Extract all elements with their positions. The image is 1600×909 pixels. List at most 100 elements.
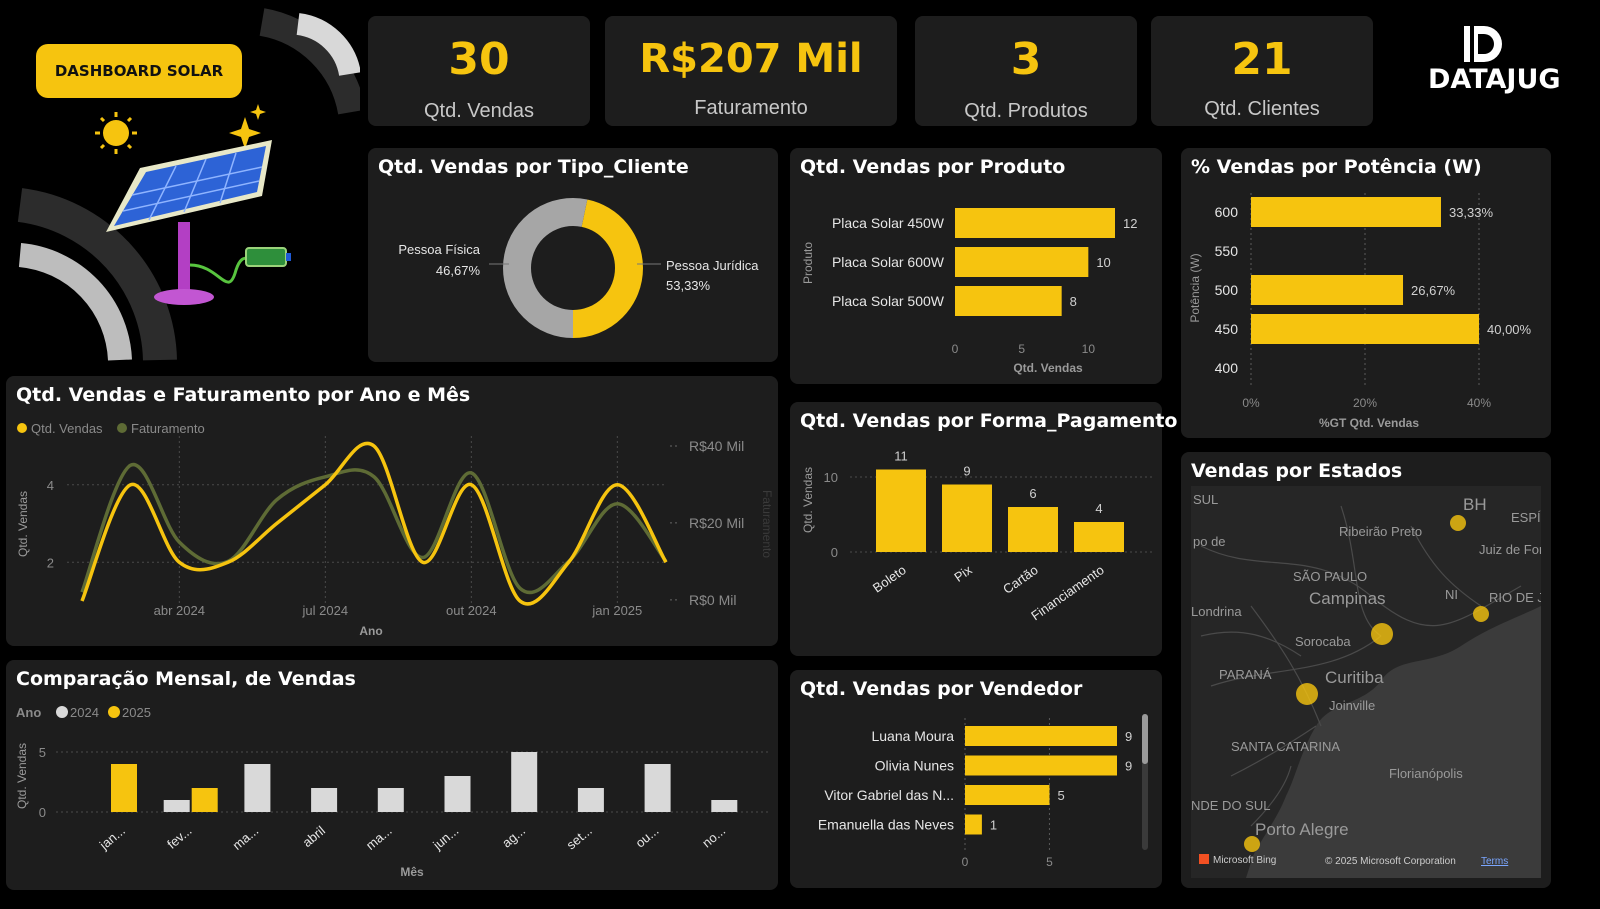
x-tick-label: jan 2025: [591, 603, 642, 618]
legend-title: Ano: [16, 705, 41, 720]
map-place-label: Sorocaba: [1295, 634, 1351, 649]
category-label: Placa Solar 600W: [832, 254, 945, 270]
decor-arc-top: [259, 8, 360, 115]
x-tick-label: Pix: [951, 562, 975, 585]
y-tick-label: 10: [824, 470, 838, 485]
x-tick-label: jan...: [96, 823, 128, 853]
category-label: 450: [1215, 321, 1239, 337]
bar: [577, 788, 604, 812]
slice-name-label: Pessoa Física: [398, 242, 480, 257]
kpi-card-produtos: 3 Qtd. Produtos: [915, 16, 1137, 126]
y-axis-title: Produto: [801, 242, 815, 284]
kpi-label: Faturamento: [694, 97, 808, 119]
category-label: Placa Solar 500W: [832, 293, 945, 309]
map-road: [1210, 635, 1382, 687]
card-comparacao-mensal: Comparação Mensal, de Vendas Ano 2024 2025…: [6, 660, 778, 890]
bar: [1008, 507, 1058, 552]
x-tick-label: 40%: [1467, 396, 1491, 410]
scrollbar-thumb: [1142, 714, 1148, 764]
legend-marker: [117, 423, 127, 433]
bar: [1251, 275, 1404, 305]
bar: [191, 788, 218, 812]
vendedor-bar-chart: 0 5 Luana Moura 9 Olivia Nunes 9 Vitor Gabriel…: [818, 714, 1148, 869]
datajug-logo-text: DATAJUG: [1428, 64, 1561, 95]
map-place-label: SÃO PAULO: [1293, 569, 1367, 584]
y2-axis-title: Faturamento: [760, 490, 774, 558]
kpi-value: 3: [1010, 34, 1042, 85]
x-tick-label: ma...: [363, 823, 395, 853]
kpi-label: Qtd. Clientes: [1204, 98, 1320, 120]
bar: [311, 788, 338, 812]
battery-icon: [245, 247, 287, 267]
series-line: [80, 441, 668, 606]
map-bubble: [1473, 606, 1489, 622]
map-place-label: Ribeirão Preto: [1339, 524, 1422, 539]
legend-label: Qtd. Vendas: [31, 421, 103, 436]
panel-base: [154, 289, 214, 305]
dashboard-title-button[interactable]: DASHBOARD SOLAR: [36, 44, 242, 98]
x-axis-title: Mês: [400, 865, 424, 879]
x-tick-label: abr 2024: [154, 603, 205, 618]
data-label: 6: [1029, 486, 1036, 501]
bar: [965, 726, 1117, 746]
chart-title: Qtd. Vendas por Produto: [800, 156, 1066, 178]
map-place-label: po de: [1193, 534, 1226, 549]
map-road: [1200, 545, 1522, 627]
card-forma-pagamento: Qtd. Vendas por Forma_Pagamento 0 10 11 Bol…: [790, 402, 1178, 656]
x-tick-label: 0: [952, 342, 959, 356]
bar: [955, 247, 1089, 277]
map-copyright: © 2025 Microsoft Corporation: [1325, 856, 1456, 867]
card-ano-mes: Qtd. Vendas e Faturamento por Ano e Mês …: [6, 376, 778, 646]
map-bing-label: Microsoft Bing: [1213, 855, 1276, 866]
pagamento-bar-chart: 0 10 11 Boleto 9 Pix 6 Cartão 4 Financiamento Qtd.…: [801, 449, 1152, 623]
chart-title: Qtd. Vendas por Tipo_Cliente: [378, 156, 689, 178]
map-place-label: Curitiba: [1325, 668, 1384, 687]
data-label: 10: [1096, 255, 1110, 270]
sparkle-icon: [229, 117, 261, 149]
x-axis-title: %GT Qtd. Vendas: [1319, 416, 1419, 430]
x-tick-label: jun...: [429, 823, 461, 853]
x-axis-title: Qtd. Vendas: [1013, 361, 1083, 375]
datajug-logo-icon: [1464, 26, 1502, 62]
x-tick-label: 0: [962, 855, 969, 869]
kpi-value: R$207 Mil: [639, 36, 863, 82]
bar: [942, 484, 992, 552]
category-label: Vitor Gabriel das N...: [824, 787, 954, 803]
kpi-value: 30: [448, 34, 510, 85]
map-place-label: Joinville: [1329, 698, 1375, 713]
map-road: [1230, 725, 1317, 777]
x-tick-label: ag...: [499, 823, 528, 851]
data-label: 5: [1057, 788, 1064, 803]
legend-marker: [17, 423, 27, 433]
bar: [111, 764, 137, 812]
kpi-card-clientes: 21 Qtd. Clientes: [1151, 16, 1373, 126]
decor-arc-bottom-inner: [18, 243, 132, 361]
map-place-label: NI: [1445, 587, 1458, 602]
map-terms-link[interactable]: Terms: [1481, 856, 1508, 867]
panel-icon: [106, 140, 272, 232]
brazil-sales-map[interactable]: SUL BH ESPÍ Ribeirão Preto po de Juiz de Fora…: [1191, 486, 1541, 878]
data-label: 40,00%: [1487, 322, 1532, 337]
map-place-label: Londrina: [1191, 604, 1242, 619]
y-tick-label: 2: [47, 555, 54, 570]
category-label: Emanuella das Neves: [818, 817, 954, 833]
category-label: Olivia Nunes: [875, 758, 954, 774]
x-tick-label: 5: [1018, 342, 1025, 356]
bar: [444, 776, 471, 812]
bar: [163, 800, 190, 812]
bar: [244, 764, 271, 812]
y-axis-title: Qtd. Vendas: [16, 491, 30, 557]
x-tick-label: 0%: [1242, 396, 1260, 410]
card-map: Vendas por Estados SUL BH ESPÍ Ribeirão Pre…: [1181, 452, 1551, 888]
mensal-bar-chart: Ano 2024 2025 0 5 jan... fev... ma... abril ma...…: [15, 705, 768, 879]
decor-arc-top-inner: [296, 13, 360, 77]
legend-label: Faturamento: [131, 421, 205, 436]
map-bubble: [1450, 515, 1466, 531]
map-place-label: PARANÁ: [1219, 667, 1272, 682]
category-label: 500: [1215, 282, 1239, 298]
kpi-label: Qtd. Vendas: [423, 100, 535, 122]
map-place-label: Campinas: [1309, 589, 1386, 608]
y-tick-label: 4: [47, 478, 54, 493]
y2-tick-label: R$40 Mil: [689, 438, 744, 454]
sparkle-small-icon: [250, 104, 266, 120]
